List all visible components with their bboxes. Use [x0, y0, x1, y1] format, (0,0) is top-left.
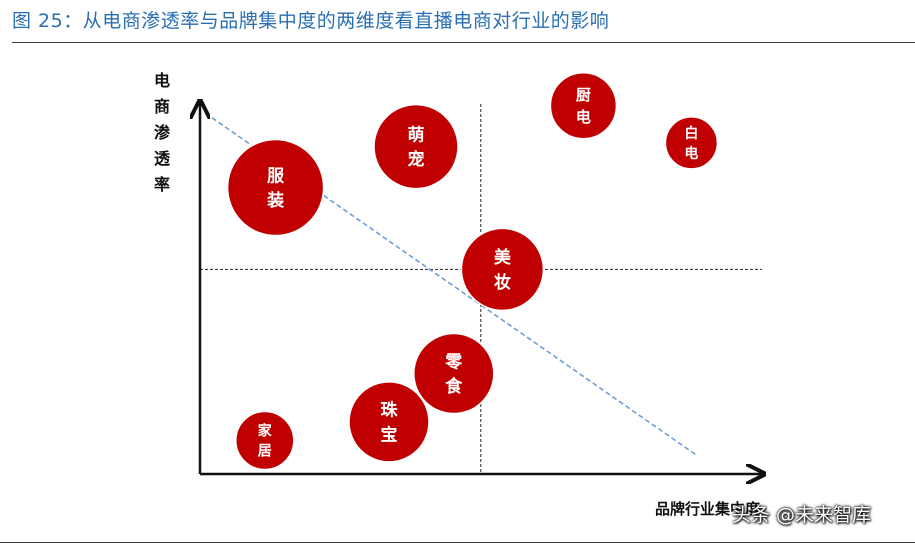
bubble-label: 厨电 — [576, 86, 591, 126]
bubble-circle — [664, 116, 719, 170]
bubble-circle — [413, 332, 495, 415]
title-divider — [12, 42, 915, 43]
bubble-label: 家居 — [258, 422, 273, 459]
bubble-label: 零食 — [444, 352, 463, 397]
bubble-label: 萌宠 — [408, 124, 425, 170]
bubble-label: 美妆 — [494, 247, 512, 293]
axes — [200, 103, 762, 474]
bubble-3: 白电 — [664, 116, 719, 170]
watermark: 头条 @未来智库 — [732, 504, 872, 526]
bubble-label: 服装 — [266, 166, 285, 211]
bubble-1: 萌宠 — [373, 103, 459, 190]
y-axis-label: 电商渗透率 — [154, 71, 171, 194]
bubble-circle — [373, 103, 459, 190]
bubble-circle — [460, 227, 545, 312]
bubble-circle — [549, 71, 618, 140]
bubble-7: 家居 — [235, 410, 295, 471]
bubble-6: 珠宝 — [348, 381, 430, 463]
y-axis-label-text: 电商渗透率 — [154, 71, 171, 194]
bubble-0: 服装 — [226, 138, 325, 237]
bubble-5: 零食 — [413, 332, 495, 415]
bottom-divider — [0, 542, 915, 543]
figure-title: 图 25：从电商渗透率与品牌集中度的两维度看直播电商对行业的影响 — [12, 10, 610, 32]
bubble-4: 美妆 — [460, 227, 545, 312]
bubble-circle — [226, 138, 325, 237]
bubble-label: 珠宝 — [381, 401, 399, 446]
bubble-label: 白电 — [684, 125, 698, 162]
bubble-circle — [348, 381, 430, 463]
x-axis-label: 品牌行业集中度 — [655, 500, 761, 518]
bubble-2: 厨电 — [549, 71, 618, 140]
bubble-circle — [235, 410, 295, 471]
